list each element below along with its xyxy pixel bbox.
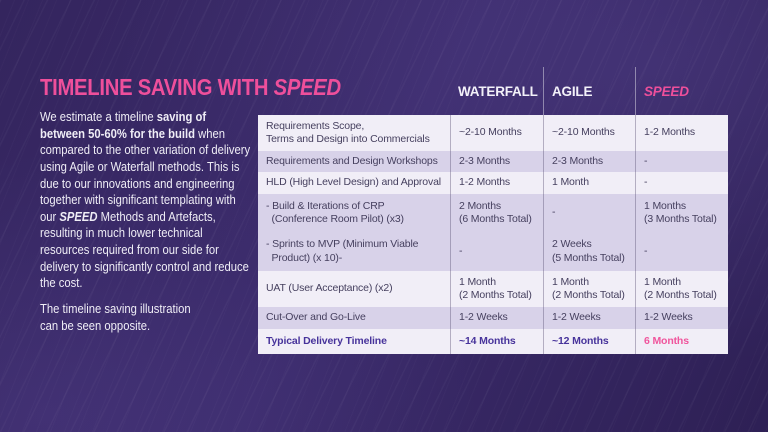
cell-speed: 1 Month (2 Months Total) (635, 271, 728, 307)
cell-label: Requirements Scope, Terms and Design int… (266, 119, 430, 145)
intro-paragraph: We estimate a timeline saving of between… (40, 109, 254, 292)
cell-label: Typical Delivery Timeline (266, 334, 387, 347)
cell-label: Requirements and Design Workshops (266, 154, 438, 167)
intro-text: We estimate a timeline saving of between… (40, 109, 254, 334)
cell-speed: 6 Months (635, 329, 728, 354)
cell-waterfall: ~14 Months (450, 329, 543, 354)
column-header-spacer (258, 67, 450, 115)
cell-speed: - (635, 172, 728, 194)
timeline-table: Requirements Scope, Terms and Design int… (258, 115, 728, 354)
cell-waterfall: 1 Month (2 Months Total) (450, 271, 543, 307)
page-title: TIMELINE SAVING WITH SPEED (40, 74, 341, 101)
table-row: Requirements and Design Workshops 2-3 Mo… (258, 151, 728, 172)
intro-seg-1: We estimate a timeline (40, 110, 157, 124)
cell-agile: 1-2 Weeks (543, 307, 635, 329)
cell-agile: 1 Month (2 Months Total) (543, 271, 635, 307)
cell-label: - Build & Iterations of CRP (Conference … (266, 199, 404, 225)
table-header: WATERFALL AGILE SPEED (258, 67, 728, 115)
cell-waterfall: 1-2 Months (450, 172, 543, 194)
intro-closing: The timeline saving illustration can be … (40, 301, 191, 333)
column-header-waterfall: WATERFALL (458, 83, 538, 99)
cell-agile: - (543, 194, 635, 232)
cell-agile: ~2-10 Months (543, 115, 635, 151)
cell-agile: 2 Weeks (5 Months Total) (543, 232, 635, 271)
cell-speed: 1-2 Weeks (635, 307, 728, 329)
cell-waterfall: 2 Months (6 Months Total) (450, 194, 543, 232)
table-row: Requirements Scope, Terms and Design int… (258, 115, 728, 151)
cell-label: - Sprints to MVP (Minimum Viable Product… (266, 238, 419, 264)
cell-waterfall: - (450, 232, 543, 271)
column-header-agile: AGILE (543, 67, 635, 115)
cell-speed: 1-2 Months (635, 115, 728, 151)
cell-agile: 1 Month (543, 172, 635, 194)
table-row: UAT (User Acceptance) (x2) 1 Month (2 Mo… (258, 271, 728, 307)
cell-waterfall: 2-3 Months (450, 151, 543, 172)
page-title-main: TIMELINE SAVING WITH (40, 74, 274, 100)
cell-label: UAT (User Acceptance) (x2) (266, 282, 393, 295)
column-header-speed: SPEED (635, 67, 728, 115)
intro-speed-word: SPEED (59, 209, 98, 224)
cell-speed: 1 Months (3 Months Total) (635, 194, 728, 232)
table-row: Cut-Over and Go-Live 1-2 Weeks 1-2 Weeks… (258, 307, 728, 329)
table-row: HLD (High Level Design) and Approval 1-2… (258, 172, 728, 194)
table-row: - Sprints to MVP (Minimum Viable Product… (258, 232, 728, 271)
table-row-total: Typical Delivery Timeline ~14 Months ~12… (258, 329, 728, 354)
intro-seg-bold: saving of between 50-60% for the build (40, 110, 207, 141)
cell-speed: - (635, 232, 728, 271)
cell-label: Cut-Over and Go-Live (266, 311, 366, 324)
cell-label: HLD (High Level Design) and Approval (266, 176, 441, 189)
cell-speed: - (635, 151, 728, 172)
cell-agile: 2-3 Months (543, 151, 635, 172)
intro-seg-2: when compared to the other variation of … (40, 126, 251, 224)
cell-waterfall: ~2-10 Months (450, 115, 543, 151)
page-title-speed: SPEED (273, 74, 342, 100)
table-row: - Build & Iterations of CRP (Conference … (258, 194, 728, 232)
intro-seg-3: Methods and Artefacts, resulting in much… (40, 209, 249, 291)
cell-waterfall: 1-2 Weeks (450, 307, 543, 329)
cell-agile: ~12 Months (543, 329, 635, 354)
